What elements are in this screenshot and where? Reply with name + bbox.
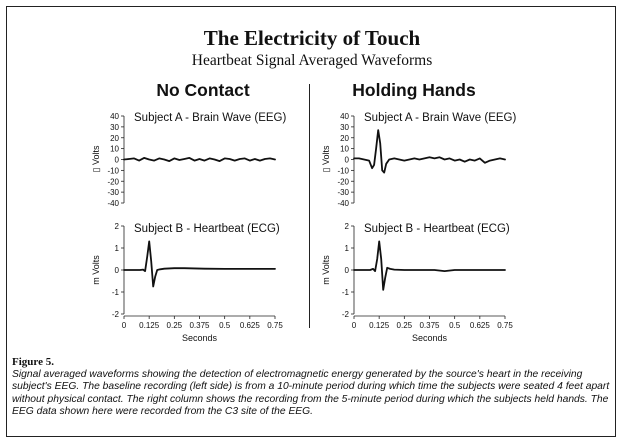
x-tick-label: 0.375	[419, 321, 440, 330]
y-tick-label: 0	[115, 266, 120, 275]
chart-panel-3: 40 30 20 10 0-10 -20 -30 -40 ▯ Volts Subject A - …	[321, 112, 516, 208]
chart-panel-2: 2 1 0 -1 -2 m Volts Subject B - Heartbeat (ECG…	[91, 222, 283, 343]
waveform-line	[353, 240, 506, 291]
x-tick-label: 0.125	[369, 321, 390, 330]
y-tick-label: 10	[340, 145, 349, 154]
chart-panel-4: 2 1 0 -1 -2 m Volts Subject B - Heartbeat (ECG…	[321, 222, 513, 343]
y-tick-label: 2	[345, 222, 350, 231]
x-tick-label: 0.125	[139, 321, 160, 330]
y-axis-label: m Volts	[321, 255, 331, 285]
y-tick-label: 1	[115, 244, 120, 253]
waveform-line	[123, 156, 276, 163]
x-tick-label: 0.375	[189, 321, 210, 330]
figure-title: The Electricity of Touch	[203, 26, 421, 50]
y-tick-label: -1	[112, 288, 120, 297]
y-tick-label: 20	[110, 134, 119, 143]
y-tick-label: -1	[342, 288, 350, 297]
x-tick-label: 0.25	[167, 321, 183, 330]
panel-title: Subject A - Brain Wave (EEG)	[364, 112, 516, 124]
y-tick-label: -2	[342, 310, 350, 319]
y-tick-label: -10	[337, 166, 349, 175]
x-axis-label: Seconds	[182, 333, 218, 343]
figure-subtitle: Heartbeat Signal Averaged Waveforms	[191, 52, 433, 69]
x-tick-label: 0.75	[497, 321, 513, 330]
y-tick-label: -30	[337, 188, 349, 197]
figure-frame	[6, 6, 616, 437]
panel-title: Subject A - Brain Wave (EEG)	[134, 112, 286, 124]
y-axis-label: ▯ Volts	[91, 145, 101, 172]
y-tick-label: -40	[337, 199, 349, 208]
column-divider	[309, 84, 310, 328]
panel-title: Subject B - Heartbeat (ECG)	[364, 223, 510, 235]
y-tick-label: 30	[110, 123, 119, 132]
y-tick-label: -40	[107, 199, 119, 208]
y-tick-label: 20	[340, 134, 349, 143]
x-tick-label: 0.25	[397, 321, 413, 330]
caption-text: Signal averaged waveforms showing the de…	[12, 368, 610, 418]
y-tick-label: 2	[115, 222, 120, 231]
x-tick-label: 0	[122, 321, 127, 330]
y-tick-label: -20	[107, 177, 119, 186]
caption-label: Figure 5.	[12, 356, 54, 368]
y-tick-label: 10	[110, 145, 119, 154]
y-tick-label: 0	[115, 156, 120, 165]
panel-title: Subject B - Heartbeat (ECG)	[134, 223, 280, 235]
x-tick-label: 0.75	[267, 321, 283, 330]
y-tick-label: 1	[345, 244, 350, 253]
y-tick-label: -30	[107, 188, 119, 197]
waveform-line	[353, 129, 506, 174]
x-tick-label: 0.5	[219, 321, 231, 330]
x-tick-label: 0.5	[449, 321, 461, 330]
y-tick-label: 40	[340, 112, 349, 121]
x-tick-label: 0	[352, 321, 357, 330]
x-tick-label: 0.625	[470, 321, 491, 330]
y-tick-label: -20	[337, 177, 349, 186]
y-axis-label: ▯ Volts	[321, 145, 331, 172]
x-tick-label: 0.625	[240, 321, 261, 330]
y-tick-label: -10	[107, 166, 119, 175]
y-axis-label: m Volts	[91, 255, 101, 285]
column-heading-no-contact: No Contact	[156, 80, 250, 100]
chart-panel-1: 40 30 20 10 0-10 -20 -30 -40 ▯ Volts Subject A - …	[91, 112, 286, 208]
y-tick-label: 30	[340, 123, 349, 132]
waveform-line	[123, 240, 276, 288]
y-tick-label: 0	[345, 266, 350, 275]
x-axis-label: Seconds	[412, 333, 448, 343]
y-tick-label: -2	[112, 310, 120, 319]
column-heading-holding-hands: Holding Hands	[352, 80, 476, 100]
y-tick-label: 0	[345, 156, 350, 165]
figure-caption: Figure 5. Signal averaged waveforms show…	[12, 356, 612, 419]
y-tick-label: 40	[110, 112, 119, 121]
